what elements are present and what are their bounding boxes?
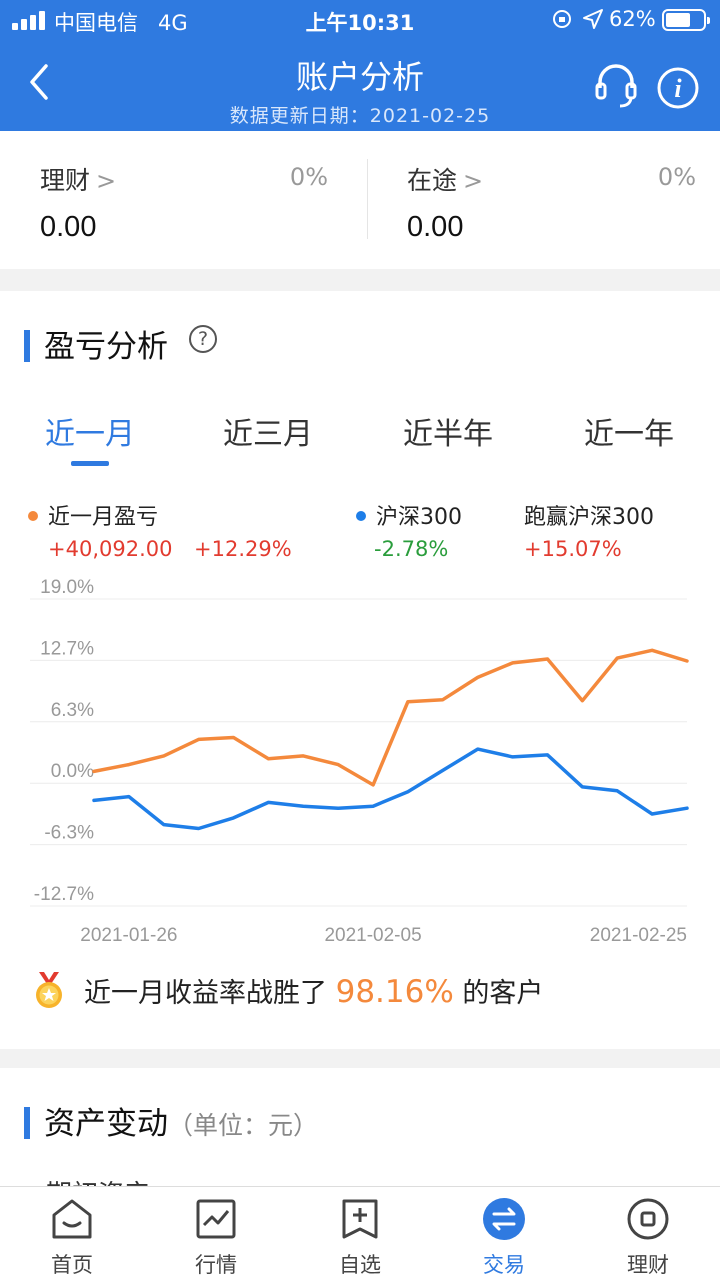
medal-icon — [36, 972, 62, 1008]
active-tab-indicator — [71, 461, 109, 466]
legend-beat: 跑赢沪深300 — [524, 505, 654, 530]
account-value: 0.00 — [407, 211, 464, 243]
y-tick-label: -12.7% — [34, 884, 94, 905]
series-line-portfolio — [92, 648, 689, 787]
tabbar-item-wealth[interactable]: 理财 — [576, 1197, 720, 1279]
update-date: 数据更新日期：2021-02-25 — [229, 105, 491, 127]
wealth-coin-icon — [627, 1198, 669, 1240]
tab-6-months[interactable]: 近半年 — [403, 417, 493, 452]
legend-series-a: 近一月盈亏 — [28, 499, 158, 531]
divider — [367, 159, 368, 239]
market-chart-icon — [196, 1199, 236, 1239]
beat-percentage: 98.16% — [335, 974, 454, 1010]
account-item-wealth[interactable]: 理财 > 0% 0.00 — [40, 161, 370, 244]
rotation-lock-icon — [553, 10, 571, 28]
account-percent: 0% — [657, 163, 696, 191]
section-title: 盈亏分析 — [24, 321, 168, 366]
trade-exchange-icon — [483, 1198, 525, 1240]
location-icon — [583, 9, 603, 29]
headset-icon[interactable] — [592, 62, 640, 110]
period-tabs: 近一月 近三月 近半年 近一年 — [0, 409, 720, 469]
status-bar: 中国电信 4G 上午10:31 62% — [0, 0, 720, 40]
account-percent: 0% — [289, 163, 328, 191]
bottom-tab-bar: 首页 行情 自选 交易 理财 — [0, 1186, 720, 1280]
y-tick-label: 19.0% — [40, 577, 94, 598]
tabbar-item-market[interactable]: 行情 — [144, 1197, 288, 1279]
section-bar — [24, 330, 30, 362]
section-bar — [24, 1107, 30, 1139]
y-tick-label: 0.0% — [51, 761, 94, 782]
legend-dot — [356, 511, 366, 521]
asset-change-card: 资产变动（单位：元） 期初资产 — [0, 1068, 720, 1210]
account-item-in-transit[interactable]: 在途 > 0% 0.00 — [407, 161, 696, 244]
tabbar-item-home[interactable]: 首页 — [0, 1197, 144, 1279]
unit-label: （单位：元） — [168, 1111, 319, 1140]
x-tick-label: 2021-02-25 — [590, 925, 687, 946]
tab-3-months[interactable]: 近三月 — [223, 417, 313, 452]
help-icon[interactable]: ? — [189, 325, 217, 353]
battery-percent: 62% — [609, 7, 656, 31]
beat-clients-text: 近一月收益率战胜了 98.16% 的客户 — [34, 971, 694, 1010]
tabbar-item-trade[interactable]: 交易 — [432, 1197, 576, 1279]
beat-percent: +15.07% — [524, 537, 622, 561]
profit-loss-card: 盈亏分析 ? 近一月 近三月 近半年 近一年 近一月盈亏 沪深300 跑赢沪深3… — [0, 291, 720, 1049]
y-tick-label: 12.7% — [40, 638, 94, 659]
tabbar-item-watchlist[interactable]: 自选 — [288, 1197, 432, 1279]
y-tick-label: -6.3% — [44, 823, 94, 844]
tab-1-year[interactable]: 近一年 — [584, 417, 674, 452]
profit-loss-chart: 19.0% 12.7% 6.3% 0.0% -6.3% -12.7% 2021-01-26 2… — [30, 577, 689, 946]
legend-series-b: 沪深300 — [356, 499, 462, 531]
index-percent: -2.78% — [374, 537, 449, 561]
series-line-index — [92, 747, 689, 831]
pl-amount: +40,092.00 — [48, 537, 173, 561]
watchlist-plus-icon — [342, 1199, 378, 1239]
home-icon — [52, 1199, 92, 1239]
status-time: 上午10:31 — [305, 11, 415, 35]
chevron-right-icon: > — [96, 167, 117, 195]
x-tick-label: 2021-02-05 — [324, 925, 421, 946]
section-title: 资产变动（单位：元） — [24, 1098, 318, 1143]
account-summary-card: 理财 > 0% 0.00 在途 > 0% 0.00 — [0, 131, 720, 269]
header: 中国电信 4G 上午10:31 62% 账户分析 数据更新日期：2021-02-… — [0, 0, 720, 131]
account-name: 理财 — [40, 166, 91, 195]
pl-percent: +12.29% — [194, 537, 292, 561]
info-icon[interactable]: i — [656, 66, 700, 110]
signal-icon — [12, 10, 46, 30]
account-name: 在途 — [407, 166, 458, 195]
account-value: 0.00 — [40, 211, 97, 243]
chevron-right-icon: > — [463, 167, 484, 195]
tab-1-month[interactable]: 近一月 — [45, 417, 135, 452]
legend-dot — [28, 511, 38, 521]
carrier-label: 中国电信 4G — [54, 11, 188, 35]
svg-text:i: i — [674, 74, 682, 103]
battery-icon — [662, 9, 710, 31]
back-arrow-icon[interactable] — [22, 62, 58, 102]
page-title: 账户分析 — [295, 58, 424, 96]
x-tick-label: 2021-01-26 — [80, 925, 177, 946]
y-tick-label: 6.3% — [51, 700, 94, 721]
